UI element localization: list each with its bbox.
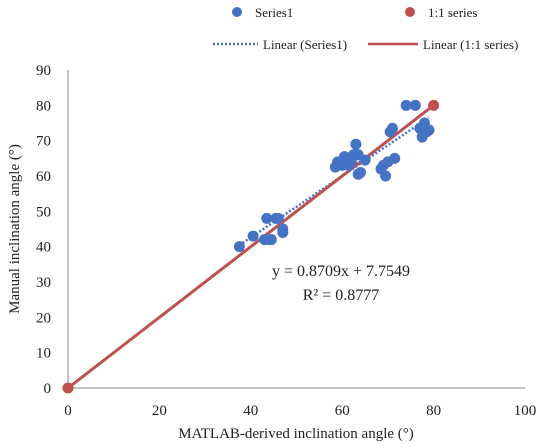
y-tick-label: 30 [36,275,51,291]
one-to-one-point [62,382,74,394]
x-tick-label: 80 [426,403,441,419]
legend-label-1-1-series: 1:1 series [428,5,477,20]
series1-point [233,241,245,253]
y-tick-label: 10 [36,346,51,362]
y-tick-label: 60 [36,169,51,185]
x-tick-label: 100 [514,403,537,419]
x-tick-label: 40 [243,403,258,419]
r-squared-label: R² = 0.8777 [303,287,380,304]
x-tick-label: 60 [335,403,350,419]
series1-point [380,170,392,182]
legend-label-series1: Series1 [255,5,293,20]
y-tick-label: 20 [36,310,51,326]
series1-point [354,166,366,178]
legend-label-linear-1-1-series: Linear (1:1 series) [423,37,518,52]
series1-point [409,99,421,111]
series1-point [277,227,289,239]
y-tick-label: 50 [36,204,51,220]
x-tick-label: 0 [64,403,72,419]
y-tick-label: 40 [36,240,51,256]
y-tick-label: 70 [36,134,51,150]
legend-marker-series1 [232,7,242,17]
legend-marker-1-1-series [405,7,415,17]
series1-point [247,230,259,242]
y-tick-labels: 0 10 20 30 40 50 60 70 80 90 [36,63,51,397]
series1-point [261,212,273,224]
series1-point [265,234,277,246]
series1-point [272,212,284,224]
trendline-linear-1-1-series [67,104,435,390]
legend: Series1 1:1 series Linear (Series1) Line… [213,5,518,52]
legend-label-linear-series1: Linear (Series1) [263,37,347,52]
one-to-one-point [428,99,440,111]
series1-point [389,152,401,164]
trendlines [67,104,435,390]
y-tick-label: 90 [36,63,51,79]
y-axis-title: Manual inclination angle (°) [7,144,23,314]
x-tick-labels: 0 20 40 60 80 100 [64,403,536,419]
series1-point [350,138,362,150]
y-tick-label: 0 [44,381,52,397]
x-axis-title: MATLAB-derived inclination angle (°) [178,426,414,442]
series1-point [359,154,371,166]
series1-point [400,99,412,111]
series1-point [386,122,398,134]
x-tick-label: 20 [152,403,167,419]
data-points [62,99,440,394]
y-tick-label: 80 [36,98,51,114]
trendline-equation: y = 0.8709x + 7.7549 [272,263,410,280]
series1-point [423,124,435,136]
